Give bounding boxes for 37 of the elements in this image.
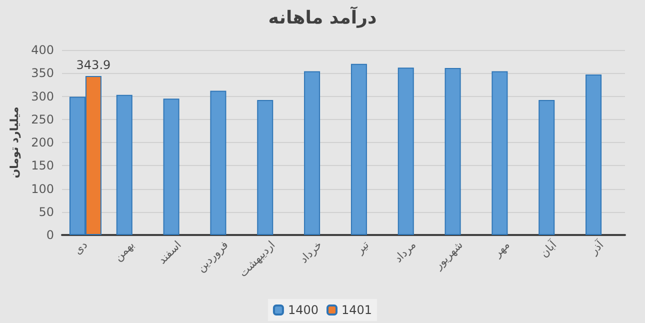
x-tick-label: فروردین [194,238,231,275]
x-tick-label: اردیبهشت [236,238,278,280]
bar [163,98,180,235]
legend-label: 1401 [342,303,372,317]
y-tick-label: 400 [31,43,54,57]
y-tick-label: 100 [31,182,54,196]
bar [444,68,461,235]
bar [350,64,367,235]
x-tick-label: اسفند [156,238,184,267]
x-tick-label: آذر [586,237,607,258]
y-tick-label: 50 [38,204,54,219]
x-tick-label: مهر [490,238,512,260]
bar [586,74,602,235]
y-tick-label: 350 [31,66,54,80]
bar [210,90,226,235]
y-tick-label: 250 [31,112,54,126]
y-tick-label: 0 [46,228,54,242]
bar [116,94,132,235]
bar [492,71,508,235]
bar [257,100,274,235]
y-axis-title: میلیارد تومان [8,106,22,178]
x-tick-label: دی [71,238,90,258]
y-tick-label: 150 [31,158,54,173]
x-tick-label: تیر [352,238,372,258]
x-tick-label: بهمن [112,238,137,264]
bar [398,68,414,235]
y-tick-label: 200 [31,136,54,150]
x-tick-label: آبان [536,237,560,260]
bar [538,100,555,235]
data-label: 343.9 [76,58,111,72]
legend-label: 1400 [288,303,319,317]
bar [304,71,320,235]
x-tick-label: شهریور [431,238,466,273]
x-tick-label: مرداد [392,238,419,266]
chart-title: درآمد ماهانه [268,6,377,28]
x-tick-label: خرداد [297,238,325,266]
y-tick-label: 300 [31,89,54,104]
